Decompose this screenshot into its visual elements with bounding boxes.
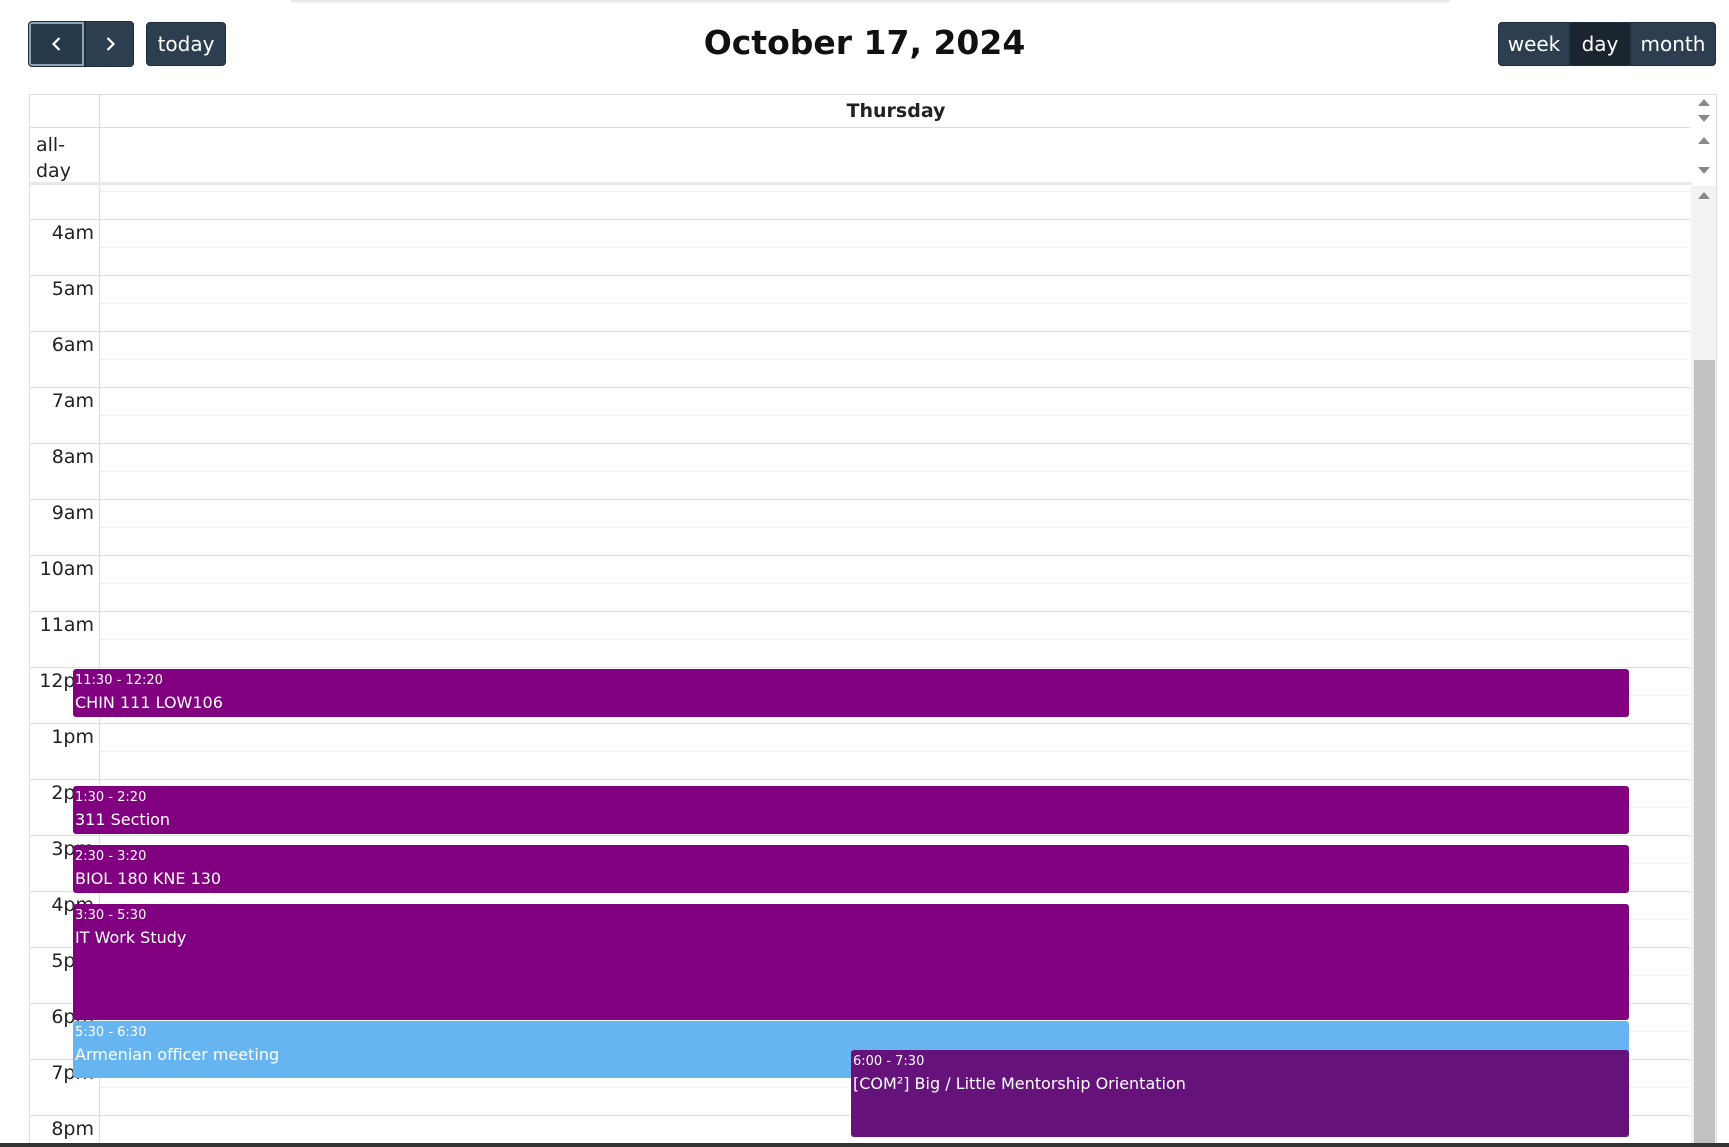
calendar-event[interactable]: 1:30 - 2:20 311 Section <box>73 786 1629 834</box>
scroll-up-icon[interactable] <box>1698 99 1710 106</box>
half-hour-line <box>100 191 1692 192</box>
hour-line <box>30 723 1692 724</box>
hour-line <box>30 443 1692 444</box>
hour-label: 9am <box>51 502 94 524</box>
header-scrollbar[interactable] <box>1691 95 1716 182</box>
hour-label: 1pm <box>51 726 94 748</box>
event-title: Armenian officer meeting <box>75 1045 280 1064</box>
all-day-row[interactable]: all- day <box>30 128 1692 185</box>
scrollbar-thumb[interactable] <box>1694 360 1715 1147</box>
hour-line <box>30 331 1692 332</box>
hour-label: 6am <box>51 334 94 356</box>
calendar-event[interactable]: 3:30 - 5:30 IT Work Study <box>73 904 1629 1020</box>
half-hour-line <box>100 583 1692 584</box>
hour-line <box>30 387 1692 388</box>
event-time: 3:30 - 5:30 <box>75 908 147 923</box>
half-hour-line <box>100 247 1692 248</box>
event-time: 11:30 - 12:20 <box>75 673 163 688</box>
top-shadow <box>290 0 1450 4</box>
view-button-group: week day month <box>1498 22 1716 66</box>
week-view-button[interactable]: week <box>1498 22 1570 66</box>
calendar-event[interactable]: 11:30 - 12:20 CHIN 111 LOW106 <box>73 669 1629 717</box>
hour-label: 5am <box>51 278 94 300</box>
hour-label: 7am <box>51 390 94 412</box>
chevron-left-icon <box>51 37 60 51</box>
time-axis-divider <box>99 95 100 1147</box>
event-title: IT Work Study <box>75 928 187 947</box>
event-title: [COM²] Big / Little Mentorship Orientati… <box>853 1074 1186 1093</box>
chevron-right-icon <box>106 37 115 51</box>
half-hour-line <box>100 303 1692 304</box>
page-title: October 17, 2024 <box>703 23 1026 62</box>
half-hour-line <box>100 751 1692 752</box>
event-time: 5:30 - 6:30 <box>75 1025 147 1040</box>
half-hour-line <box>100 639 1692 640</box>
month-view-button[interactable]: month <box>1630 22 1716 66</box>
window-bottom-edge <box>0 1143 1729 1147</box>
hour-label: 10am <box>39 558 94 580</box>
calendar-event[interactable]: 2:30 - 3:20 BIOL 180 KNE 130 <box>73 845 1629 893</box>
hour-label: 11am <box>39 614 94 636</box>
hour-line <box>30 275 1692 276</box>
scroll-up-icon[interactable] <box>1698 192 1710 199</box>
half-hour-line <box>100 471 1692 472</box>
hour-line <box>30 835 1692 836</box>
scroll-down-icon[interactable] <box>1698 167 1710 174</box>
half-hour-line <box>100 359 1692 360</box>
scroll-up-icon[interactable] <box>1698 137 1710 144</box>
time-grid[interactable]: 3am 4am5am6am7am8am9am10am11am12pm1pm2pm… <box>30 186 1692 1147</box>
time-grid-scrollbar[interactable] <box>1691 186 1716 1147</box>
hour-line <box>30 555 1692 556</box>
calendar-event[interactable]: 6:00 - 7:30 [COM²] Big / Little Mentorshi… <box>851 1050 1629 1137</box>
next-button[interactable] <box>85 21 134 67</box>
event-time: 6:00 - 7:30 <box>853 1054 925 1069</box>
prev-button[interactable] <box>28 21 85 67</box>
day-view-button[interactable]: day <box>1570 22 1630 66</box>
calendar-grid: Thursday all- day 3am 4am5am6am7am8am9am… <box>29 94 1717 1147</box>
hour-line <box>30 219 1692 220</box>
hour-line <box>30 779 1692 780</box>
hour-line <box>30 499 1692 500</box>
day-header-row: Thursday <box>30 95 1692 128</box>
event-time: 1:30 - 2:20 <box>75 790 147 805</box>
event-title: 311 Section <box>75 810 171 829</box>
hour-label: 4am <box>51 222 94 244</box>
hour-line <box>30 611 1692 612</box>
day-header: Thursday <box>846 100 946 122</box>
hour-line <box>30 667 1692 668</box>
nav-button-group <box>28 21 134 67</box>
scroll-down-icon[interactable] <box>1698 115 1710 122</box>
all-day-label: all- day <box>36 134 71 182</box>
today-button[interactable]: today <box>146 22 226 66</box>
event-time: 2:30 - 3:20 <box>75 849 147 864</box>
hour-label: 8am <box>51 446 94 468</box>
event-title: CHIN 111 LOW106 <box>75 693 223 712</box>
hour-label: 8pm <box>51 1118 94 1140</box>
half-hour-line <box>100 527 1692 528</box>
event-title: BIOL 180 KNE 130 <box>75 869 222 888</box>
half-hour-line <box>100 415 1692 416</box>
